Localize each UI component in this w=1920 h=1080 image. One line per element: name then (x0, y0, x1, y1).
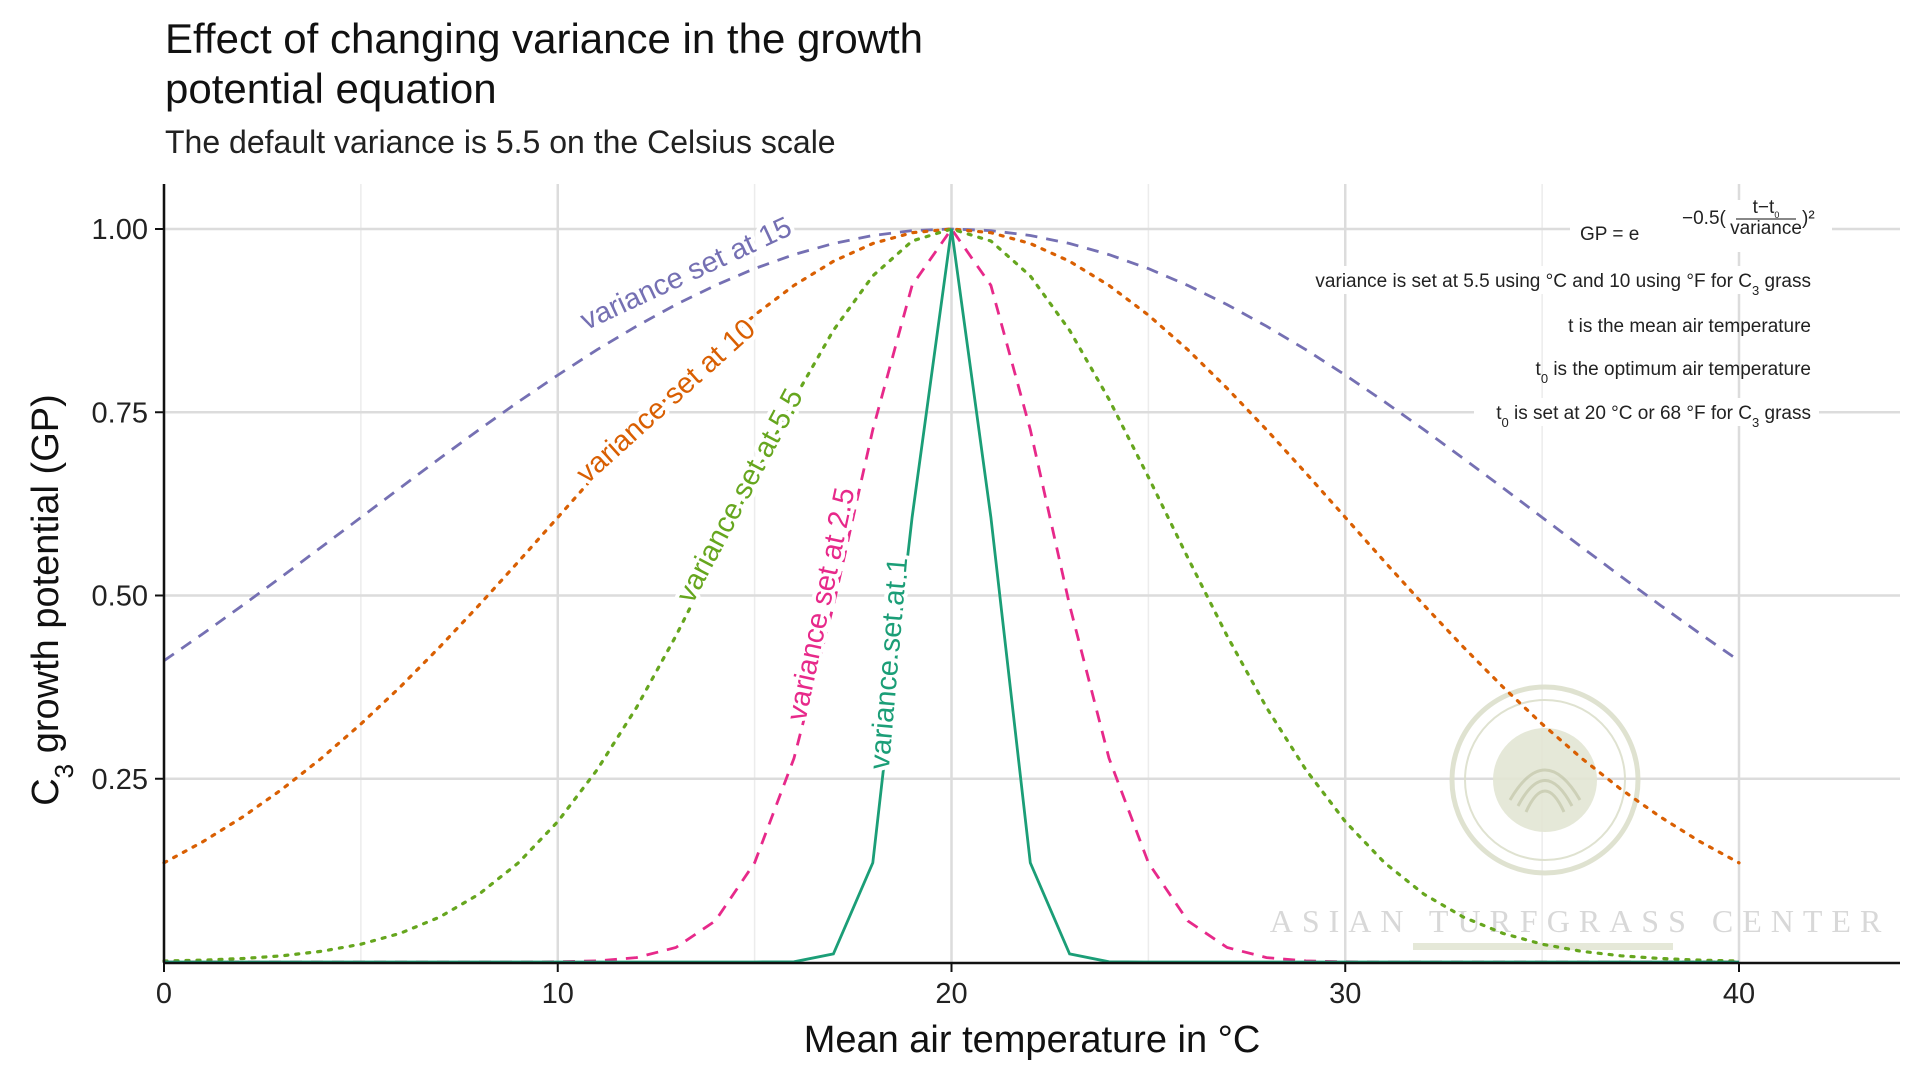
chart-subtitle: The default variance is 5.5 on the Celsi… (165, 124, 836, 160)
svg-text:−0.5(: −0.5( (1682, 208, 1727, 229)
y-axis-title: C3 growth potential (GP) (25, 394, 79, 806)
series-line-variance-10 (162, 227, 1741, 865)
axes (162, 184, 1900, 965)
svg-text:GP = e: GP = e (1580, 224, 1639, 245)
x-tick-label: 30 (1329, 978, 1361, 1010)
annotation-lines: variance is set at 5.5 using °C and 10 u… (1288, 266, 1819, 430)
x-tick-label: 40 (1723, 978, 1755, 1010)
series-label-variance-10: variance set at 10 (570, 313, 762, 490)
equation-annotation: GP = e −0.5( t−t0 variance )² (1570, 197, 1832, 252)
y-tick-label: 0.25 (92, 764, 148, 796)
watermark-text: ASIAN TURFGRASS CENTER (1270, 903, 1891, 939)
annotation-t: t is the mean air temperature (1568, 316, 1811, 337)
grid (162, 184, 1900, 962)
chart-title: Effect of changing variance in the growt… (165, 15, 924, 112)
x-tick-label: 20 (935, 978, 967, 1010)
series-label-variance-2.5: variance set at 2.5 (781, 485, 862, 723)
series-label-variance-1: variance set at 1 (864, 556, 914, 771)
svg-text:variance: variance (1730, 218, 1802, 239)
x-tick-label: 0 (156, 978, 172, 1010)
svg-text:t−t0: t−t0 (1753, 197, 1780, 220)
y-tick-label: 1.00 (92, 214, 148, 246)
x-tick-label: 10 (542, 978, 574, 1010)
series-label-variance-5.5: variance set at 5.5 (670, 384, 810, 608)
y-tick-label: 0.50 (92, 581, 148, 613)
svg-text:)²: )² (1802, 208, 1815, 229)
annotation-t0: t0 is the optimum air temperature (1536, 359, 1811, 386)
y-tick-label: 0.75 (92, 397, 148, 429)
seal-logo (1449, 684, 1641, 876)
x-axis-title: Mean air temperature in °C (804, 1019, 1261, 1061)
watermark: ASIAN TURFGRASS CENTER (1270, 684, 1891, 950)
tick-labels: 0 10 20 30 40 0.25 0.50 0.75 1.00 (92, 214, 1756, 1010)
